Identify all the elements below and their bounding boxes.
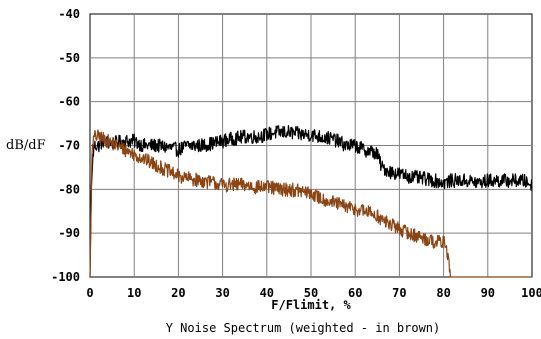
x-tick-label: 90 <box>481 286 495 300</box>
y-tick-label: -40 <box>58 7 80 21</box>
y-tick-label: -50 <box>58 51 80 65</box>
x-tick-label: 10 <box>127 286 141 300</box>
series-layer <box>89 125 533 278</box>
x-tick-label: 70 <box>392 286 406 300</box>
x-tick-label: 30 <box>215 286 229 300</box>
y-tick-label: -90 <box>58 226 80 240</box>
y-tick-labels: -40 -50 -60 -70 -80 -90 -100 <box>51 7 80 284</box>
y-tick-label: -80 <box>58 182 80 196</box>
chart-caption: Y Noise Spectrum (weighted - in brown) <box>166 321 441 335</box>
x-axis-label: F/Flimit, % <box>271 298 351 312</box>
y-tick-label: -60 <box>58 95 80 109</box>
x-tick-labels: 0 10 20 30 40 50 60 70 80 90 100 <box>86 286 541 300</box>
y-axis-label: dB/dF <box>6 138 46 153</box>
x-tick-label: 60 <box>348 286 362 300</box>
x-tick-label: 0 <box>86 286 93 300</box>
x-tick-label: 100 <box>521 286 541 300</box>
x-tick-label: 50 <box>304 286 318 300</box>
x-tick-label: 80 <box>436 286 450 300</box>
x-tick-label: 40 <box>260 286 274 300</box>
y-tick-label: -100 <box>51 270 80 284</box>
weighted-spectrum-line <box>89 129 533 278</box>
unweighted-spectrum-line <box>89 125 533 278</box>
x-tick-label: 20 <box>171 286 185 300</box>
y-tick-label: -70 <box>58 139 80 153</box>
